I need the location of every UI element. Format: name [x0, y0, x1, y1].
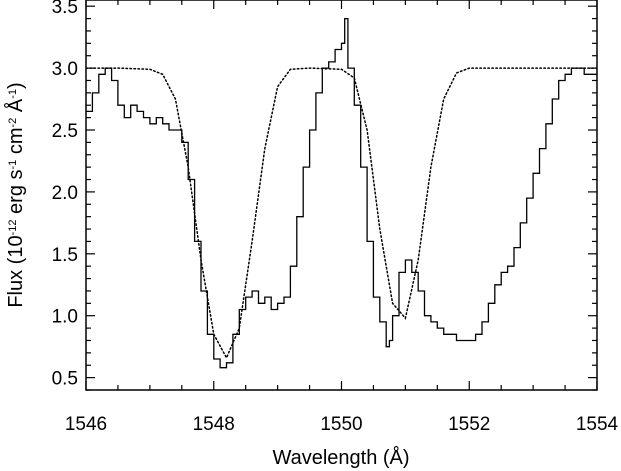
x-tick-label: 1554 [576, 414, 619, 435]
x-tick-label: 1550 [320, 414, 362, 435]
x-tick-label: 1546 [65, 414, 107, 435]
x-tick-label: 1548 [193, 414, 235, 435]
y-tick-label: 1.0 [52, 307, 78, 328]
model-profile-dotted-line [86, 67, 597, 360]
y-tick-label: 3.5 [52, 0, 78, 18]
y-tick-label: 3.0 [52, 59, 78, 80]
y-tick-label: 2.5 [52, 121, 78, 142]
tick-labels: 1546 1548 1550 1552 1554 0.5 1.0 1.5 2.0 2.5 3.0 3.… [52, 0, 619, 435]
y-tick-label: 2.0 [52, 183, 78, 204]
y-tick-label: 1.5 [52, 245, 78, 266]
y-tick-label: 0.5 [52, 369, 78, 390]
plot-area [85, 0, 598, 391]
x-tick-label: 1552 [448, 414, 490, 435]
axis-ticks [85, 0, 598, 391]
y-axis-title: Flux (10-12 erg s-1 cm-2 Å-1) [4, 82, 27, 307]
x-axis-title: Wavelength (Å) [272, 446, 409, 469]
plot-marks [86, 17, 597, 369]
observed-spectrum-line [86, 17, 597, 369]
